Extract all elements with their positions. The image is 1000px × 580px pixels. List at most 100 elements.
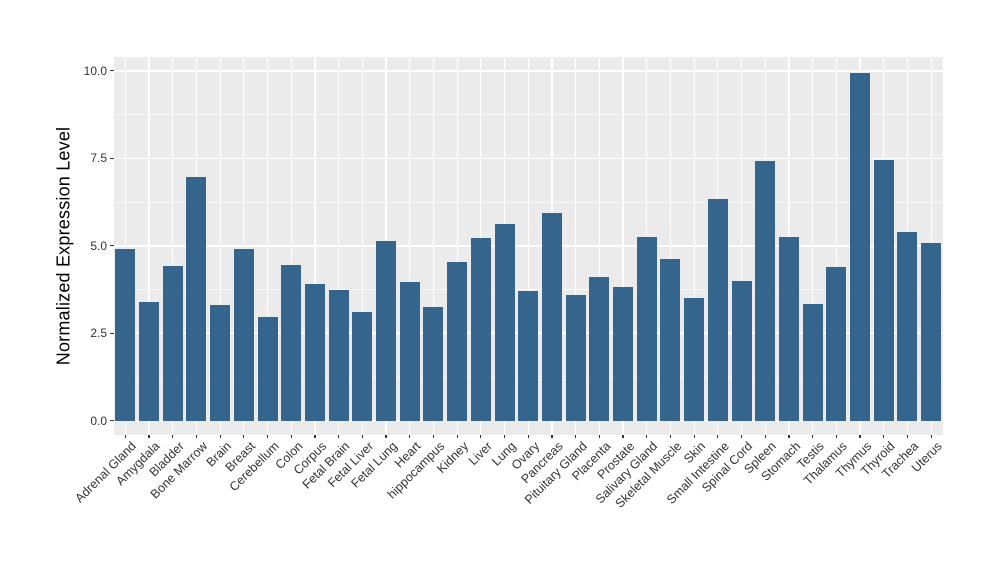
x-tick-mark (385, 434, 387, 438)
bar-fetal-brain (328, 289, 349, 421)
gridline-vertical (622, 57, 624, 435)
x-tick-mark (266, 434, 269, 438)
bar-pituitary-gland (565, 295, 586, 421)
bar-trachea (897, 232, 918, 421)
bar-uterus (921, 242, 942, 421)
x-tick-mark (598, 434, 600, 438)
x-tick-mark (930, 434, 932, 438)
gridline-vertical (314, 57, 316, 435)
x-tick-mark (527, 434, 529, 438)
x-tick-mark (883, 434, 885, 438)
x-tick-mark (859, 434, 861, 438)
gridline-vertical (432, 57, 435, 435)
x-tick-mark (764, 434, 766, 438)
x-tick-mark (432, 434, 435, 438)
bar-salivary-gland (636, 237, 657, 421)
x-tick-mark (290, 434, 292, 438)
gridline-vertical (290, 57, 292, 435)
bar-breast (233, 249, 254, 421)
x-tick-mark (148, 434, 150, 438)
bar-spinal-cord (731, 280, 752, 421)
gridline-vertical (148, 57, 150, 435)
x-tick-mark (503, 434, 506, 438)
bar-hippocampus (423, 307, 444, 421)
y-tick-mark (109, 70, 114, 72)
gridline-vertical (338, 57, 340, 435)
bar-colon (281, 264, 302, 421)
gridline-vertical (669, 57, 672, 435)
bar-stomach (778, 236, 799, 421)
x-tick-mark (717, 434, 719, 438)
bar-heart (399, 282, 420, 421)
x-tick-mark (646, 434, 648, 438)
x-tick-mark (456, 434, 458, 438)
gridline-vertical (740, 57, 743, 435)
bar-small-intestine (707, 199, 728, 421)
x-tick-mark (409, 434, 411, 438)
plot-panel (113, 57, 943, 435)
x-tick-mark (480, 434, 482, 438)
y-tick-label: 7.5 (90, 151, 107, 166)
x-tick-mark (338, 434, 340, 438)
x-tick-mark (622, 434, 624, 438)
x-tick-mark (195, 434, 198, 438)
y-tick-label: 2.5 (90, 326, 107, 341)
x-tick-mark (788, 434, 790, 438)
x-tick-label: Liver (465, 439, 495, 469)
bar-thymus (850, 73, 871, 421)
gridline-vertical (409, 57, 411, 435)
bar-lung (494, 224, 515, 421)
bar-amygdala (139, 301, 160, 421)
y-tick-mark (109, 420, 114, 422)
gridline-vertical (835, 57, 837, 435)
bar-spleen (755, 161, 776, 421)
gridline-vertical (361, 57, 363, 435)
y-tick-mark (109, 332, 114, 334)
bar-liver (470, 237, 491, 421)
bar-bladder (162, 266, 183, 421)
y-tick-mark (109, 157, 114, 159)
x-tick-mark (124, 434, 126, 438)
x-tick-mark (693, 434, 695, 438)
x-tick-mark (361, 434, 363, 438)
gridline-vertical (575, 57, 577, 435)
y-tick-label: 0.0 (90, 413, 107, 428)
gridline-vertical (598, 57, 600, 435)
gridline-vertical (219, 57, 221, 435)
gridline-vertical (812, 57, 814, 435)
gridline-vertical (124, 57, 126, 435)
bar-testis (802, 304, 823, 421)
x-tick-mark (835, 434, 837, 438)
bar-prostate (613, 287, 634, 421)
x-tick-mark (219, 434, 221, 438)
x-tick-mark (669, 434, 672, 438)
x-tick-mark (172, 434, 174, 438)
bar-pancreas (541, 213, 562, 421)
bar-fetal-lung (376, 241, 397, 421)
bar-ovary (518, 290, 539, 421)
bar-adrenal-gland (115, 249, 136, 421)
bar-fetal-liver (352, 311, 373, 421)
x-tick-mark (551, 434, 553, 438)
bar-bone-marrow (186, 176, 207, 421)
x-tick-mark (740, 434, 743, 438)
y-tick-label: 10.0 (83, 63, 107, 78)
bar-brain (210, 305, 231, 421)
x-tick-mark (906, 434, 909, 438)
gridline-vertical (693, 57, 695, 435)
bar-cerebellum (257, 316, 278, 421)
gridline-vertical (456, 57, 458, 435)
x-tick-mark (812, 434, 814, 438)
y-tick-label: 5.0 (90, 238, 107, 253)
gridline-vertical (172, 57, 174, 435)
gridline-vertical (266, 57, 269, 435)
gridline-vertical (527, 57, 529, 435)
bar-kidney (447, 262, 468, 421)
x-tick-mark (575, 434, 577, 438)
bar-skeletal-muscle (660, 258, 681, 421)
y-tick-mark (109, 245, 114, 247)
bar-skin (684, 297, 705, 421)
bar-thyroid (873, 159, 894, 421)
gridline-vertical (243, 57, 245, 435)
